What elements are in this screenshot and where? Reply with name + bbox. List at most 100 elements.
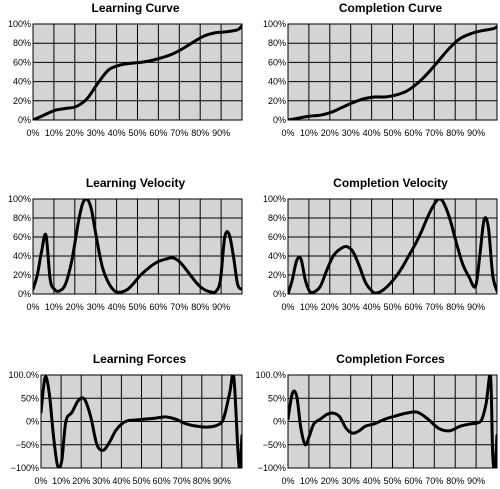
learning-curve-y-tick-label: 80% xyxy=(13,38,31,48)
learning-forces-y-tick-label: −50% xyxy=(16,440,39,450)
learning-forces-x-tick-label: 90% xyxy=(213,476,231,486)
completion-curve-x-tick-label: 40% xyxy=(363,128,381,138)
completion-velocity-x-tick-label: 60% xyxy=(404,302,422,312)
learning-velocity-x-tick-label: 10% xyxy=(45,302,63,312)
completion-curve-y-tick-label: 80% xyxy=(268,38,286,48)
completion-forces-x-tick-label: 10% xyxy=(300,476,318,486)
learning-curve-x-tick-label: 10% xyxy=(45,128,63,138)
completion-curve-y-tick-label: 0% xyxy=(273,115,286,125)
learning-curve-y-tick-label: 40% xyxy=(13,77,31,87)
completion-forces-x-tick-label: 30% xyxy=(342,476,360,486)
learning-velocity-x-tick-label: 90% xyxy=(212,302,230,312)
learning-forces-x-tick-label: 70% xyxy=(173,476,191,486)
completion-forces-x-tick-label: 50% xyxy=(383,476,401,486)
completion-velocity-x-tick-label: 70% xyxy=(425,302,443,312)
completion-curve-x-tick-label: 90% xyxy=(467,128,485,138)
learning-velocity-plot-border xyxy=(32,198,243,295)
completion-velocity-plot-border xyxy=(287,198,498,295)
learning-forces-title: Learning Forces xyxy=(93,352,187,366)
completion-forces-x-tick-label: 70% xyxy=(425,476,443,486)
completion-forces-y-tick-label: −100% xyxy=(258,463,286,473)
completion-velocity-y-tick-label: 40% xyxy=(268,251,286,261)
completion-velocity-x-tick-label: 0% xyxy=(281,302,294,312)
learning-velocity-x-tick-label: 30% xyxy=(87,302,105,312)
completion-forces-x-tick-label: 60% xyxy=(404,476,422,486)
completion-forces-x-tick-label: 20% xyxy=(321,476,339,486)
learning-curve-x-tick-label: 80% xyxy=(191,128,209,138)
completion-forces-x-tick-label: 90% xyxy=(467,476,485,486)
completion-curve-x-tick-label: 20% xyxy=(321,128,339,138)
completion-forces-y-tick-label: 100.0% xyxy=(255,370,286,380)
completion-velocity-y-tick-label: 60% xyxy=(268,232,286,242)
learning-velocity-y-tick-label: 60% xyxy=(13,232,31,242)
completion-velocity-y-tick-label: 0% xyxy=(273,289,286,299)
completion-forces-y-tick-label: −50% xyxy=(263,440,286,450)
completion-velocity-y-tick-label: 20% xyxy=(268,270,286,280)
learning-velocity-chart: Learning Velocity 0% 20% 40% 60% 80% 100% 0% 10%… xyxy=(8,176,243,312)
learning-curve-x-tick-label: 0% xyxy=(26,128,39,138)
completion-curve-x-tick-label: 0% xyxy=(281,128,294,138)
learning-velocity-x-tick-label: 20% xyxy=(66,302,84,312)
learning-velocity-y-tick-label: 80% xyxy=(13,213,31,223)
learning-curve-y-tick-label: 0% xyxy=(18,115,31,125)
learning-curve-y-tick-label: 20% xyxy=(13,96,31,106)
completion-velocity-x-tick-label: 40% xyxy=(363,302,381,312)
learning-curve-x-tick-label: 60% xyxy=(149,128,167,138)
learning-curve-x-tick-label: 70% xyxy=(170,128,188,138)
learning-forces-x-tick-label: 10% xyxy=(52,476,70,486)
completion-curve-x-tick-label: 30% xyxy=(342,128,360,138)
completion-velocity-x-tick-label: 90% xyxy=(467,302,485,312)
learning-curve-x-tick-label: 40% xyxy=(108,128,126,138)
completion-forces-title: Completion Forces xyxy=(336,352,445,366)
learning-forces-x-tick-label: 40% xyxy=(112,476,130,486)
learning-curve-series-line xyxy=(33,24,242,120)
completion-curve-y-tick-label: 60% xyxy=(268,57,286,67)
learning-velocity-x-tick-label: 0% xyxy=(26,302,39,312)
completion-curve-x-tick-label: 10% xyxy=(300,128,318,138)
learning-curve-x-tick-label: 20% xyxy=(66,128,84,138)
learning-velocity-y-tick-label: 100% xyxy=(8,194,31,204)
learning-curve-title: Learning Curve xyxy=(91,1,179,15)
learning-forces-y-tick-label: 100.0% xyxy=(8,370,39,380)
completion-curve-x-tick-label: 70% xyxy=(425,128,443,138)
learning-forces-series-line xyxy=(41,375,242,468)
completion-curve-x-tick-label: 60% xyxy=(404,128,422,138)
completion-forces-x-tick-label: 80% xyxy=(446,476,464,486)
completion-curve-y-tick-label: 40% xyxy=(268,77,286,87)
completion-forces-series-line xyxy=(288,375,497,468)
completion-forces-x-tick-label: 40% xyxy=(363,476,381,486)
completion-forces-x-tick-label: 0% xyxy=(281,476,294,486)
completion-velocity-y-tick-label: 100% xyxy=(263,194,286,204)
learning-curve-y-tick-label: 100% xyxy=(8,19,31,29)
learning-velocity-x-tick-label: 50% xyxy=(128,302,146,312)
completion-curve-plot-border xyxy=(287,23,498,121)
completion-velocity-x-tick-label: 20% xyxy=(321,302,339,312)
completion-velocity-x-tick-label: 10% xyxy=(300,302,318,312)
completion-velocity-y-tick-label: 80% xyxy=(268,213,286,223)
learning-velocity-y-tick-label: 40% xyxy=(13,251,31,261)
completion-velocity-title: Completion Velocity xyxy=(333,176,448,190)
learning-forces-y-tick-label: −100% xyxy=(11,463,39,473)
completion-velocity-chart: Completion Velocity 0% 20% 40% 60% 80% 100% 0% 1… xyxy=(263,176,498,312)
learning-forces-x-tick-label: 0% xyxy=(34,476,47,486)
learning-velocity-y-tick-label: 0% xyxy=(18,289,31,299)
learning-forces-x-tick-label: 60% xyxy=(153,476,171,486)
learning-forces-plot-border xyxy=(40,374,243,469)
learning-forces-y-tick-label: 0% xyxy=(26,417,39,427)
learning-curve-x-tick-label: 30% xyxy=(87,128,105,138)
learning-velocity-x-tick-label: 70% xyxy=(170,302,188,312)
completion-forces-chart: Completion Forces −100% −50% 0% 50% 100.0% 0% 1… xyxy=(255,352,498,486)
learning-curve-x-tick-label: 50% xyxy=(128,128,146,138)
learning-forces-x-tick-label: 80% xyxy=(193,476,211,486)
learning-velocity-x-tick-label: 80% xyxy=(191,302,209,312)
learning-forces-x-tick-label: 20% xyxy=(72,476,90,486)
learning-curve-y-tick-label: 60% xyxy=(13,57,31,67)
completion-velocity-series-line xyxy=(288,199,497,294)
completion-forces-y-tick-label: 0% xyxy=(273,417,286,427)
completion-forces-y-tick-label: 50% xyxy=(268,393,286,403)
completion-curve-title: Completion Curve xyxy=(339,1,443,15)
learning-curve-x-tick-label: 90% xyxy=(212,128,230,138)
